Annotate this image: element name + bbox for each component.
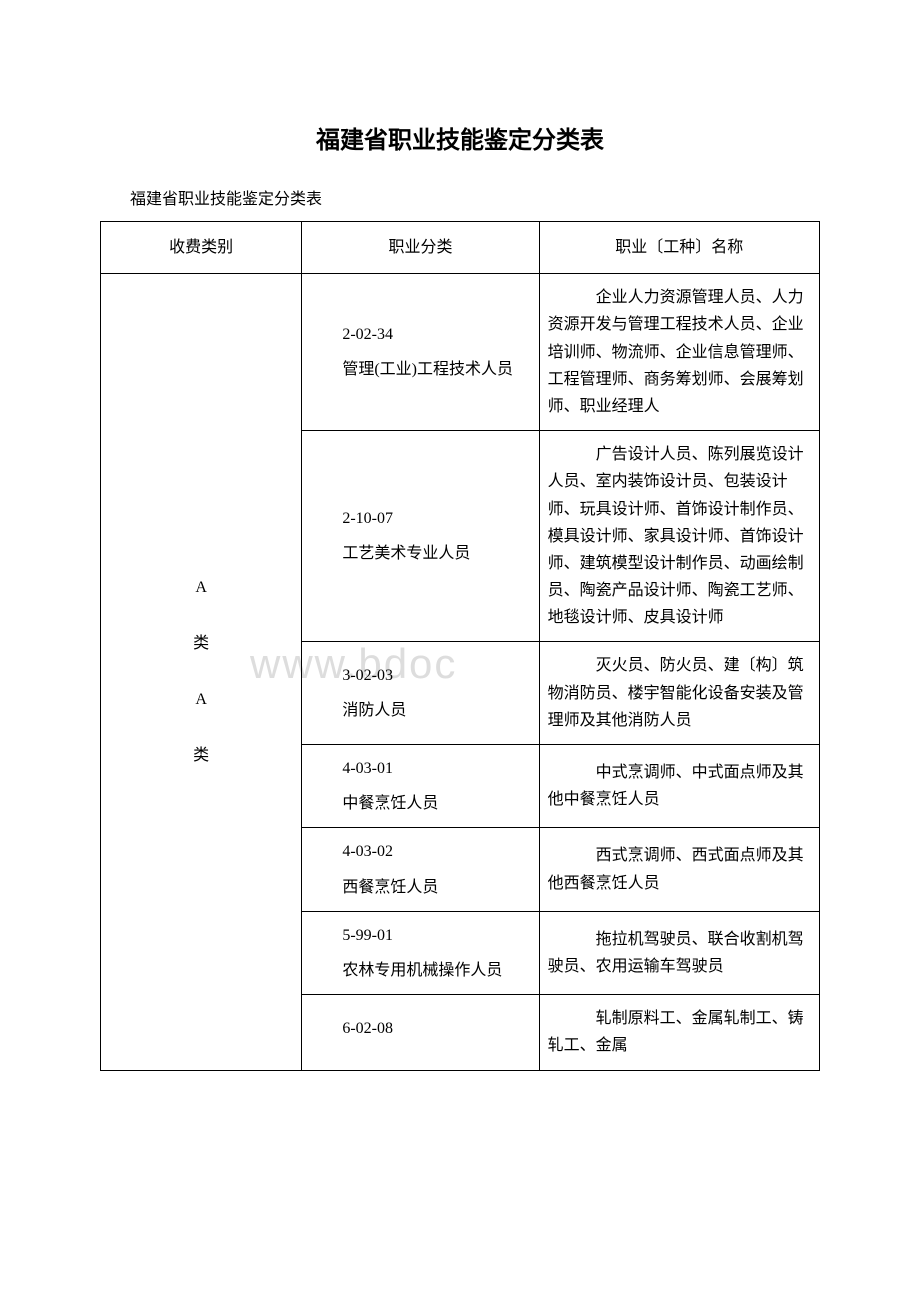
occupation-cell: 西式烹调师、西式面点师及其他西餐烹饪人员	[539, 828, 819, 911]
classification-cell: 4-03-01 中餐烹饪人员	[302, 745, 539, 828]
classification-code: 6-02-08	[310, 1015, 530, 1042]
table-header-row: 收费类别 职业分类 职业〔工种〕名称	[101, 222, 820, 274]
classification-code: 3-02-03	[310, 662, 530, 689]
classification-code: 2-02-34	[310, 321, 530, 348]
classification-name: 西餐烹饪人员	[310, 874, 530, 901]
classification-cell: 4-03-02 西餐烹饪人员	[302, 828, 539, 911]
category-cell: A 类 A 类	[101, 274, 302, 1070]
classification-name: 消防人员	[310, 697, 530, 724]
classification-name: 工艺美术专业人员	[310, 540, 530, 567]
classification-code: 4-03-01	[310, 755, 530, 782]
category-text: 类	[109, 728, 293, 784]
occupation-cell: 中式烹调师、中式面点师及其他中餐烹饪人员	[539, 745, 819, 828]
header-fee-category: 收费类别	[101, 222, 302, 274]
header-occupation-name: 职业〔工种〕名称	[539, 222, 819, 274]
category-text: A	[109, 560, 293, 616]
classification-table: 收费类别 职业分类 职业〔工种〕名称 A 类 A 类 2-02-34 管理(工业…	[100, 221, 820, 1071]
classification-code: 5-99-01	[310, 922, 530, 949]
classification-cell: 2-10-07 工艺美术专业人员	[302, 431, 539, 642]
classification-name: 农林专用机械操作人员	[310, 957, 530, 984]
classification-cell: 6-02-08	[302, 995, 539, 1070]
table-row: A 类 A 类 2-02-34 管理(工业)工程技术人员 企业人力资源管理人员、…	[101, 274, 820, 431]
page-title: 福建省职业技能鉴定分类表	[100, 120, 820, 155]
classification-name: 中餐烹饪人员	[310, 790, 530, 817]
occupation-cell: 轧制原料工、金属轧制工、铸轧工、金属	[539, 995, 819, 1070]
category-text: A	[109, 672, 293, 728]
occupation-cell: 拖拉机驾驶员、联合收割机驾驶员、农用运输车驾驶员	[539, 911, 819, 994]
content-wrapper: 福建省职业技能鉴定分类表 福建省职业技能鉴定分类表 收费类别 职业分类 职业〔工…	[100, 120, 820, 1071]
occupation-cell: 灭火员、防火员、建〔构〕筑物消防员、楼宇智能化设备安装及管理师及其他消防人员	[539, 642, 819, 745]
classification-code: 2-10-07	[310, 505, 530, 532]
classification-name: 管理(工业)工程技术人员	[310, 356, 530, 383]
category-text: 类	[109, 616, 293, 672]
classification-cell: 5-99-01 农林专用机械操作人员	[302, 911, 539, 994]
header-occupation-class: 职业分类	[302, 222, 539, 274]
occupation-cell: 广告设计人员、陈列展览设计人员、室内装饰设计员、包装设计师、玩具设计师、首饰设计…	[539, 431, 819, 642]
classification-cell: 3-02-03 消防人员	[302, 642, 539, 745]
classification-code: 4-03-02	[310, 838, 530, 865]
page-subtitle: 福建省职业技能鉴定分类表	[130, 185, 820, 209]
classification-cell: 2-02-34 管理(工业)工程技术人员	[302, 274, 539, 431]
occupation-cell: 企业人力资源管理人员、人力资源开发与管理工程技术人员、企业培训师、物流师、企业信…	[539, 274, 819, 431]
